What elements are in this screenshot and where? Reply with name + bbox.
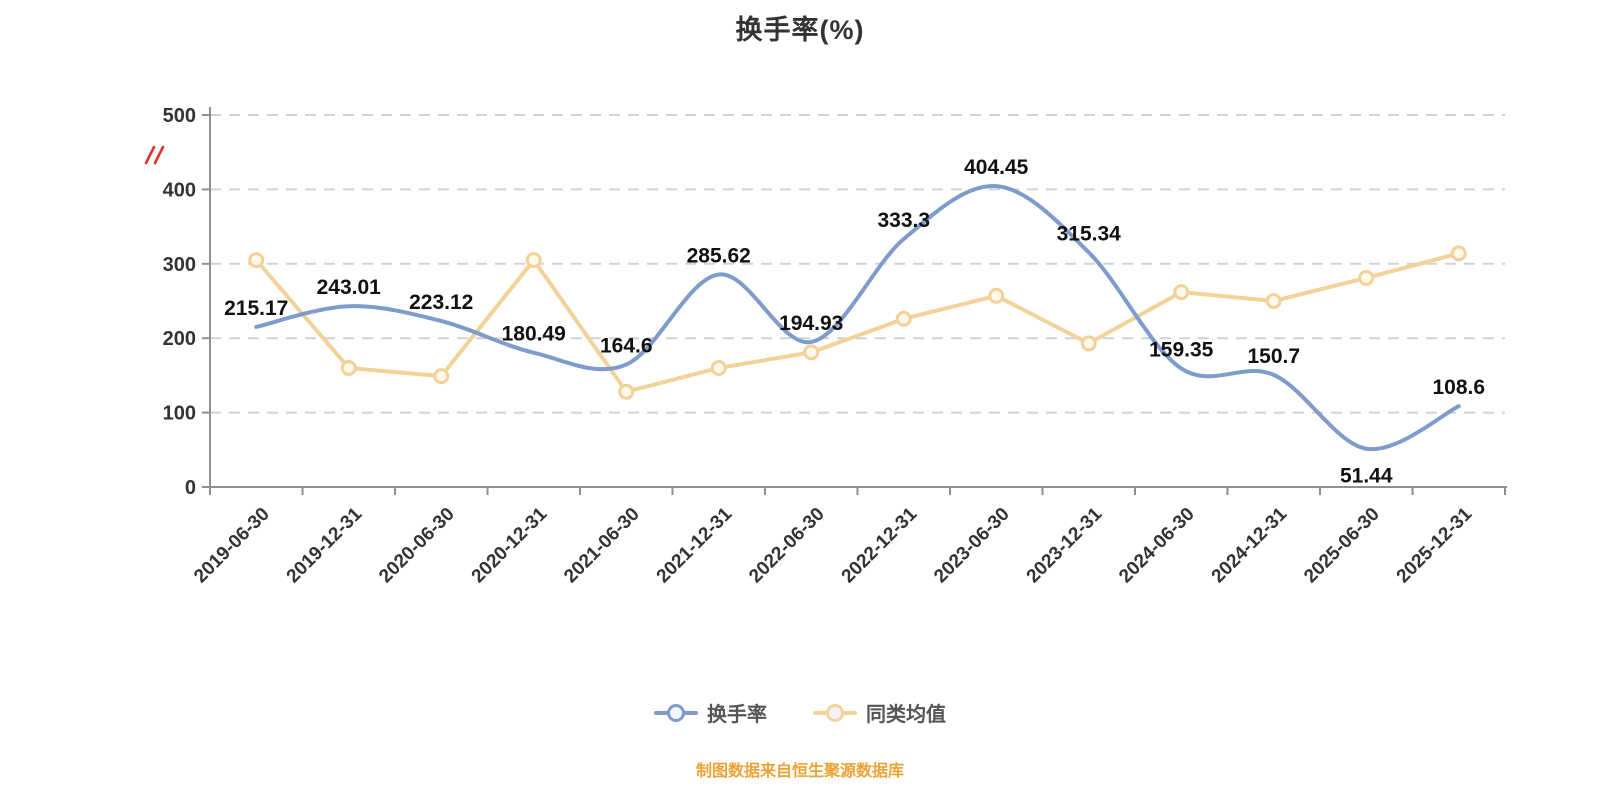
x-tick-label: 2022-12-31: [838, 503, 922, 587]
chart-footer: 制图数据来自恒生聚源数据库: [695, 763, 904, 780]
series-marker: [710, 359, 727, 376]
x-tick-label: 2023-06-30: [930, 504, 1014, 588]
data-label: 215.17: [224, 297, 288, 320]
series-同类均值: [248, 245, 1467, 400]
y-tick-label: 300: [163, 254, 196, 276]
data-labels: 215.17 243.01 223.12 180.49 164.6 285.62 194.9…: [224, 156, 1485, 488]
series-line: [254, 251, 1460, 394]
event-marker-icon: [144, 145, 165, 165]
series-line: [254, 184, 1461, 452]
data-label: 150.7: [1247, 345, 1300, 368]
y-tick-labels: 0 100 200 300 400 500: [163, 105, 196, 499]
chart-legend: 换手率 同类均值: [0, 698, 1600, 727]
x-tick-label: 2020-06-30: [375, 504, 459, 588]
series-marker: [988, 287, 1005, 304]
legend-label: 同类均值: [866, 704, 946, 726]
gridlines: [210, 114, 1505, 414]
x-tick-label: 2025-12-31: [1393, 503, 1477, 587]
series-marker: [803, 344, 820, 361]
data-label: 223.12: [409, 291, 473, 314]
legend-item-huanshoulv[interactable]: 换手率: [654, 698, 767, 727]
data-label: 108.6: [1432, 376, 1485, 399]
data-label: 164.6: [600, 335, 653, 358]
data-label: 315.34: [1057, 222, 1122, 245]
series-marker: [1265, 293, 1282, 309]
x-tick-label: 2021-06-30: [560, 504, 644, 588]
series-marker: [248, 252, 265, 269]
y-tick-label: 0: [185, 477, 196, 499]
x-tick-label: 2021-12-31: [653, 503, 737, 587]
data-label: 194.93: [779, 312, 843, 335]
data-label: 159.35: [1149, 338, 1214, 361]
x-tick-label: 2019-12-31: [283, 503, 367, 587]
legend-item-tonglei-junzhi[interactable]: 同类均值: [813, 698, 946, 727]
x-tick-label: 2025-06-30: [1300, 504, 1384, 588]
data-label: 285.62: [687, 244, 751, 267]
x-tick-label: 2024-12-31: [1208, 503, 1292, 587]
x-tick-label: 2022-06-30: [745, 504, 829, 588]
chart-title: 换手率(%): [735, 15, 865, 45]
x-tick-label: 2023-12-31: [1023, 503, 1107, 587]
series-marker: [433, 368, 450, 385]
data-label: 404.45: [964, 156, 1029, 179]
series-marker: [1173, 284, 1190, 301]
axes: [202, 107, 1507, 495]
y-tick-label: 500: [163, 105, 196, 127]
data-label: 333.3: [877, 209, 930, 232]
legend-label: 换手率: [707, 704, 767, 726]
series-marker: [525, 252, 542, 269]
y-tick-label: 200: [163, 328, 196, 350]
series-marker: [1450, 245, 1467, 262]
series-marker: [340, 359, 357, 376]
x-tick-labels: 2019-06-30 2019-12-31 2020-06-30 2020-12-31…: [190, 503, 1476, 587]
legend-marker-icon: [654, 703, 698, 722]
x-tick-label: 2019-06-30: [190, 504, 274, 588]
y-tick-label: 400: [163, 179, 196, 201]
series-marker: [618, 383, 635, 400]
y-tick-label: 100: [163, 403, 196, 425]
series-marker: [895, 310, 912, 327]
data-label: 243.01: [317, 276, 382, 299]
data-label: 51.44: [1340, 465, 1393, 488]
series-换手率: [254, 184, 1461, 452]
data-label: 180.49: [502, 323, 566, 346]
x-tick-label: 2024-06-30: [1115, 504, 1199, 588]
series-marker: [1358, 269, 1375, 286]
x-tick-label: 2020-12-31: [468, 503, 552, 587]
series-marker: [1080, 335, 1097, 352]
legend-marker-icon: [813, 703, 857, 722]
